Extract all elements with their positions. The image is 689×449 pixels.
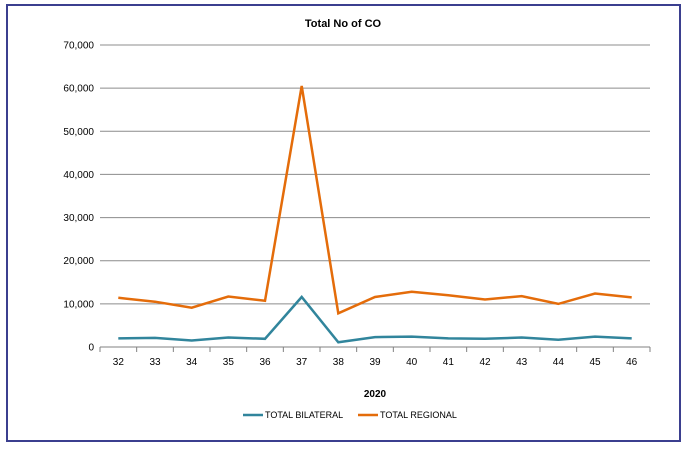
x-axis-label: 2020 <box>364 389 387 400</box>
x-tick-label: 44 <box>553 357 565 368</box>
y-tick-label: 60,000 <box>63 84 94 95</box>
y-tick-label: 70,000 <box>63 41 94 52</box>
legend-label: TOTAL REGIONAL <box>380 410 457 420</box>
series-line-bilateral <box>118 295 632 344</box>
x-tick-label: 32 <box>113 357 125 368</box>
x-tick-label: 38 <box>333 357 345 368</box>
x-tick-label: 36 <box>259 357 271 368</box>
chart-title: Total No of CO <box>305 18 382 30</box>
y-axis-ticks: 0 10,000 20,000 30,000 40,000 50,000 60,000 70,… <box>63 41 94 354</box>
x-tick-label: 43 <box>516 357 528 368</box>
x-tick-label: 40 <box>406 357 418 368</box>
x-tick-label: 42 <box>479 357 491 368</box>
x-tick-label: 35 <box>223 357 235 368</box>
y-tick-label: 10,000 <box>63 299 94 310</box>
x-tick-label: 46 <box>626 357 638 368</box>
y-tick-label: 40,000 <box>63 170 94 181</box>
legend: TOTAL BILATERAL TOTAL REGIONAL <box>243 410 457 420</box>
y-tick-label: 20,000 <box>63 256 94 267</box>
y-tick-label: 0 <box>88 343 94 354</box>
legend-label: TOTAL BILATERAL <box>265 410 343 420</box>
series-line-regional <box>118 85 632 316</box>
x-tick-label: 37 <box>296 357 308 368</box>
x-tick-label: 33 <box>149 357 161 368</box>
chart-frame <box>6 4 681 442</box>
x-tick-label: 34 <box>186 357 198 368</box>
x-axis-ticks: 32 33 34 35 36 37 38 39 40 41 42 43 44 45 46 <box>99 347 651 368</box>
x-tick-label: 39 <box>369 357 381 368</box>
y-tick-label: 30,000 <box>63 213 94 224</box>
x-tick-label: 41 <box>443 357 455 368</box>
x-tick-label: 45 <box>589 357 601 368</box>
y-tick-label: 50,000 <box>63 127 94 138</box>
series-lines <box>118 85 632 344</box>
